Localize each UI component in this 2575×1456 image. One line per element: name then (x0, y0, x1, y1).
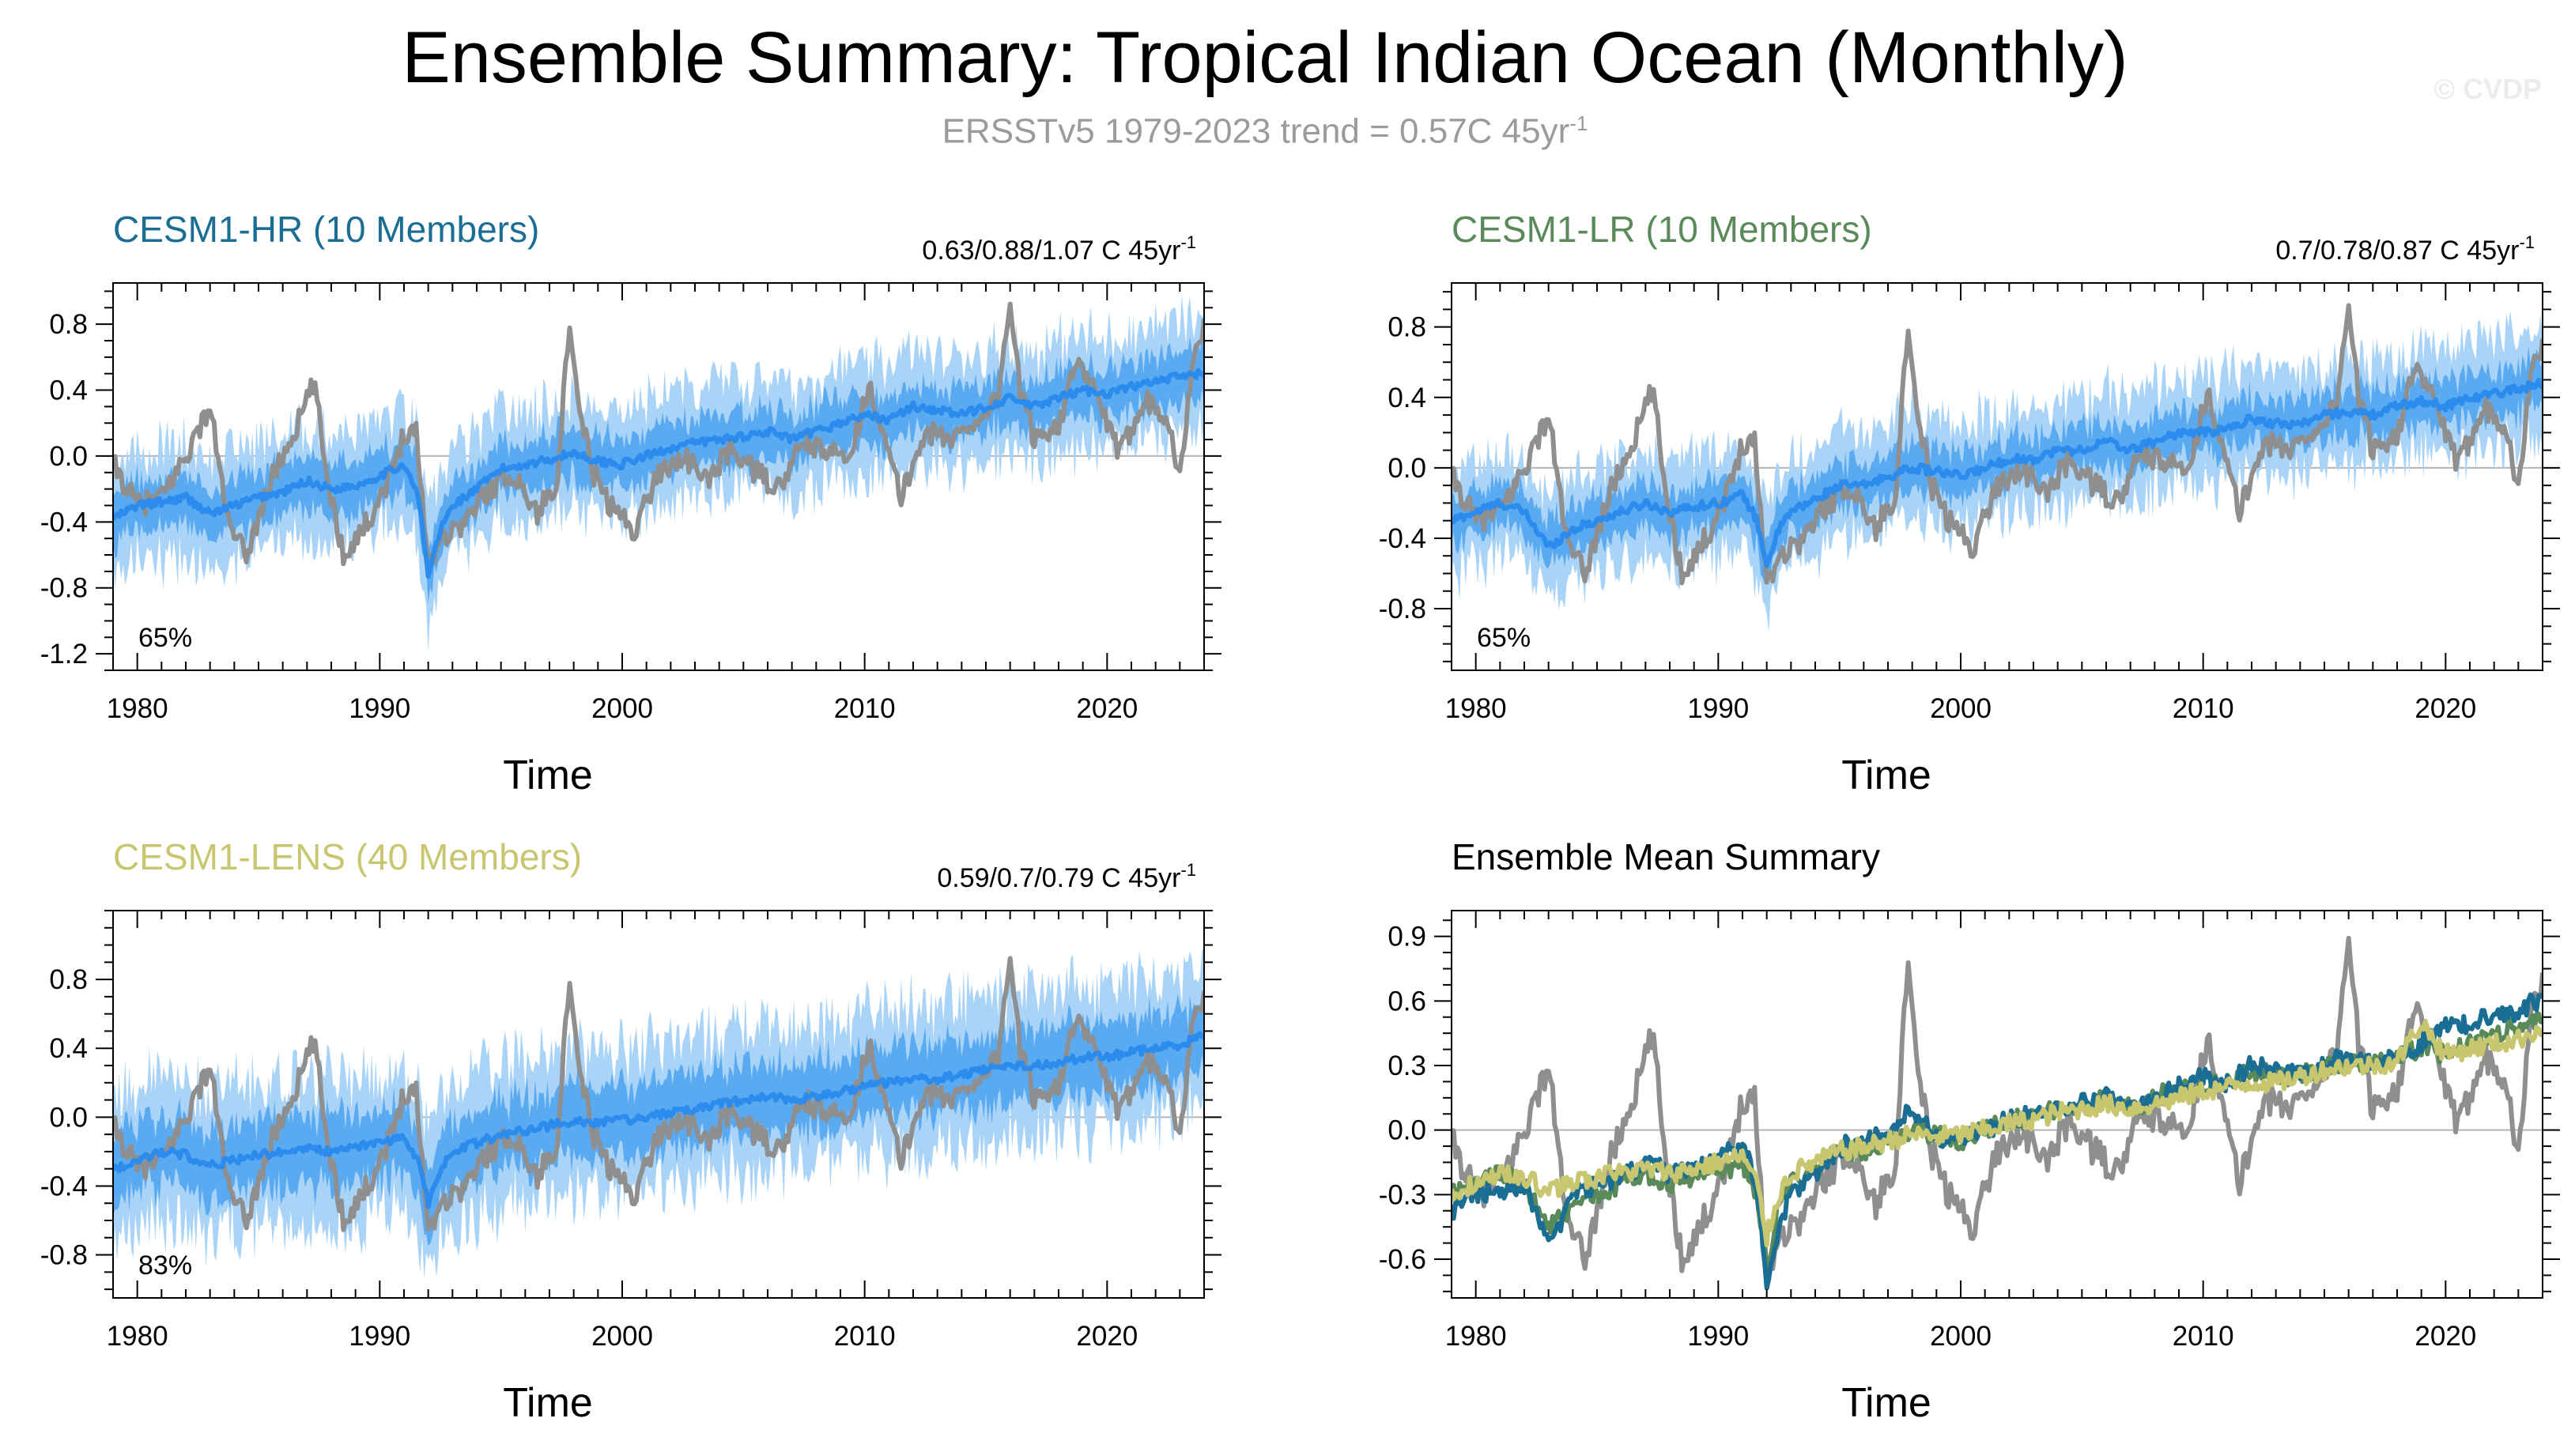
y-tick-label: -0.8 (40, 573, 88, 604)
x-tick-label: 2010 (834, 1321, 896, 1352)
y-tick-label: 0.0 (49, 1102, 88, 1133)
y-tick-label: 0.4 (49, 1033, 88, 1064)
y-tick-label: 0.4 (49, 375, 88, 406)
y-tick-label: 0.4 (1388, 383, 1426, 413)
x-tick-label: 2020 (1076, 693, 1138, 724)
ensemble-mean-line (113, 1031, 1204, 1209)
x-tick-label: 2000 (1930, 1321, 1992, 1352)
trend-text: 0.7/0.78/0.87 C 45yr-1 (2275, 232, 2535, 266)
x-tick-label: 1980 (107, 1321, 168, 1352)
trend-exponent: -1 (1180, 232, 1196, 252)
plot-area (113, 947, 1204, 1280)
y-tick-label: 0.6 (1388, 986, 1426, 1017)
x-tick-label: 1980 (1445, 1321, 1507, 1352)
observed-series-line (1452, 935, 2543, 1273)
panel-title: CESM1-HR (10 Members) (113, 209, 539, 250)
x-axis-label: Time (503, 753, 593, 798)
subtitle-exponent: -1 (1569, 111, 1588, 135)
plot-area (113, 294, 1204, 652)
panel-title: Ensemble Mean Summary (1452, 836, 1880, 877)
trend-text: 0.63/0.88/1.07 C 45yr-1 (922, 232, 1196, 266)
y-tick-label: -0.6 (1379, 1244, 1426, 1275)
x-tick-label: 1990 (349, 1321, 410, 1352)
trend-value: 0.63/0.88/1.07 C 45yr (922, 236, 1180, 266)
percent-label: 65% (1477, 623, 1531, 653)
y-tick-label: -0.4 (40, 1171, 88, 1201)
panel-lr: CESM1-LR (10 Members) 0.7/0.78/0.87 C 45y… (1379, 209, 2560, 798)
trend-value: 0.7/0.78/0.87 C 45yr (2275, 236, 2519, 266)
x-tick-label: 2010 (2173, 693, 2234, 724)
y-tick-label: -0.4 (40, 507, 88, 538)
panel-lens: CESM1-LENS (40 Members) 0.59/0.7/0.79 C 4… (40, 836, 1221, 1426)
plot-area (1452, 303, 2543, 632)
ensemble-iqr-band (113, 334, 1204, 604)
trend-exponent: -1 (2519, 232, 2535, 252)
observed-series-line (113, 301, 1204, 567)
x-axis-label: Time (1841, 753, 1931, 798)
x-tick-label: 1990 (349, 693, 410, 724)
y-tick-label: 0.8 (49, 964, 88, 995)
plot-frame (112, 282, 1205, 671)
x-tick-label: 1980 (1445, 693, 1507, 724)
percent-label: 83% (138, 1250, 192, 1281)
y-tick-label: 0.3 (1388, 1051, 1426, 1081)
y-tick-label: 0.8 (1388, 312, 1426, 343)
subtitle-text: ERSSTv5 1979-2023 trend = 0.57C 45yr (942, 111, 1570, 151)
observed-series-line (113, 956, 1204, 1232)
x-tick-label: 2000 (591, 1321, 653, 1352)
figure-subtitle: ERSSTv5 1979-2023 trend = 0.57C 45yr-1 (0, 101, 2530, 154)
ensemble-mean-line (113, 368, 1204, 579)
y-tick-label: -0.8 (40, 1240, 88, 1271)
panel-title: CESM1-LENS (40 Members) (113, 836, 582, 877)
plot-area (1452, 935, 2543, 1291)
panel-hr: CESM1-HR (10 Members) 0.63/0.88/1.07 C 45… (40, 209, 1221, 798)
x-axis-label: Time (503, 1380, 593, 1426)
y-tick-label: 0.0 (1388, 1115, 1426, 1146)
x-axis-label: Time (1841, 1380, 1931, 1426)
x-tick-label: 1990 (1687, 1321, 1749, 1352)
x-tick-label: 2020 (2415, 693, 2476, 724)
x-tick-label: 1980 (107, 693, 168, 724)
plot-frame (1451, 282, 2543, 671)
x-tick-label: 1990 (1687, 693, 1749, 724)
y-tick-label: 0.9 (1388, 922, 1426, 952)
x-tick-label: 2010 (2173, 1321, 2234, 1352)
x-tick-label: 2000 (1930, 693, 1992, 724)
x-tick-label: 2000 (591, 693, 653, 724)
cesm1-lens-line (1452, 1019, 2543, 1248)
y-tick-label: -0.3 (1379, 1179, 1426, 1210)
plot-frame (1451, 910, 2543, 1299)
x-tick-label: 2010 (834, 693, 896, 724)
panel-title: CESM1-LR (10 Members) (1452, 209, 1872, 250)
trend-exponent: -1 (1180, 860, 1196, 880)
ensemble-mean-line (1452, 378, 2543, 568)
trend-text: 0.59/0.7/0.79 C 45yr-1 (937, 860, 1196, 893)
y-tick-label: -1.2 (40, 639, 88, 670)
panel-summary: Ensemble Mean Summary 1980 1990 2000 2010 202… (1379, 836, 2560, 1426)
figure-title: Ensemble Summary: Tropical Indian Ocean … (402, 17, 2128, 98)
y-tick-label: 0.0 (49, 441, 88, 472)
trend-value: 0.59/0.7/0.79 C 45yr (937, 863, 1180, 893)
y-tick-label: 0.0 (1388, 453, 1426, 484)
x-tick-label: 2020 (2415, 1321, 2476, 1352)
percent-label: 65% (138, 623, 192, 653)
observed-series-line (1452, 303, 2543, 586)
x-tick-label: 2020 (1076, 1321, 1138, 1352)
plot-frame (112, 910, 1205, 1299)
y-tick-label: 0.8 (49, 309, 88, 340)
y-tick-label: -0.4 (1379, 523, 1426, 554)
cvdp-watermark: © CVDP (2433, 73, 2542, 105)
y-tick-label: -0.8 (1379, 594, 1426, 624)
